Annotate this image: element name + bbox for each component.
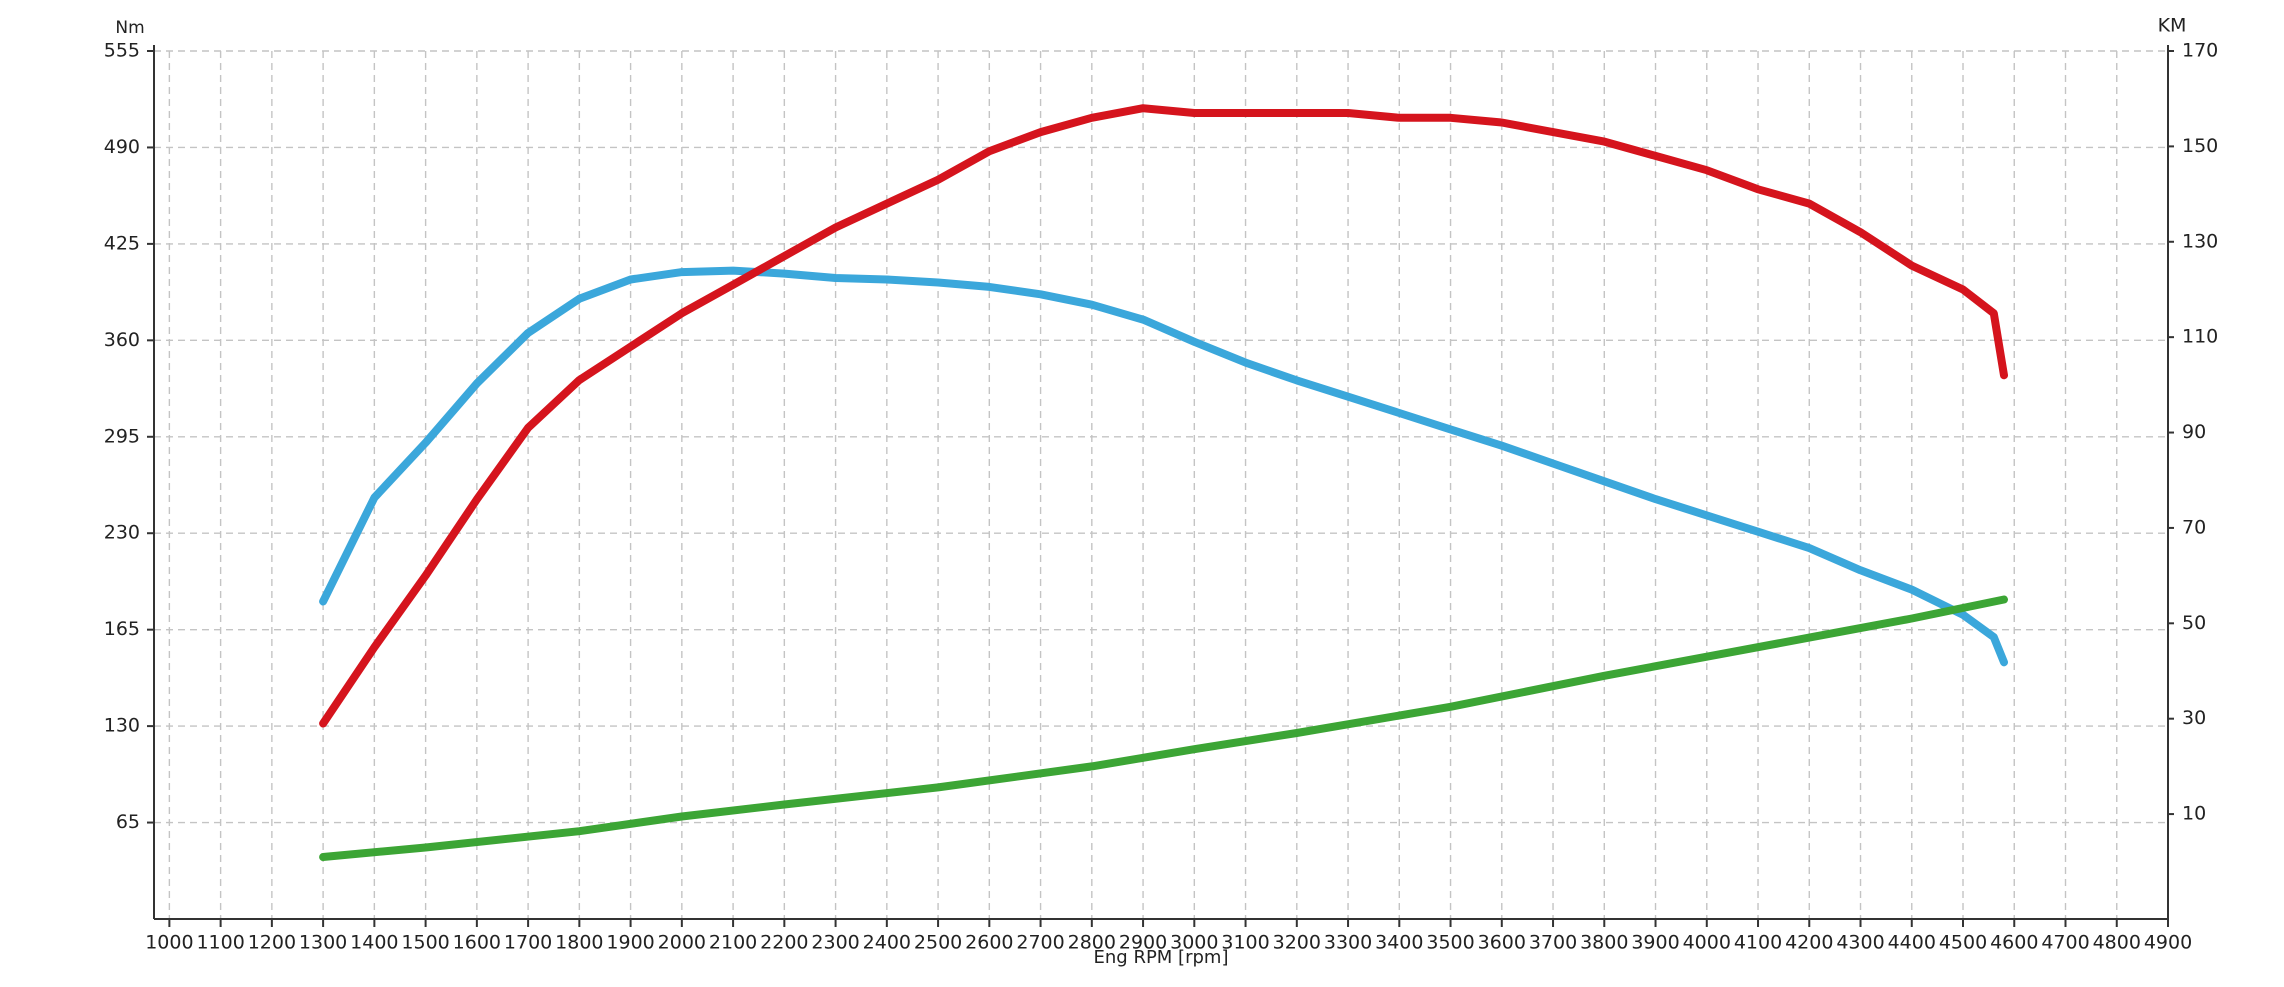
x-tick-label: 3200 — [1273, 932, 1321, 954]
x-tick-label: 4400 — [1888, 932, 1936, 954]
x-tick-label: 1900 — [606, 932, 654, 954]
y-axis-title: Nm — [115, 18, 144, 38]
series-line — [319, 266, 2008, 667]
x-tick-label: 4800 — [2093, 932, 2141, 954]
y-tick-label: 130 — [104, 715, 140, 737]
y2-tick-label: 170 — [2182, 40, 2218, 62]
x-tick-label: 2600 — [965, 932, 1013, 954]
y-tick-label: 425 — [104, 232, 140, 254]
x-tick-label: 3500 — [1426, 932, 1474, 954]
y2-tick-label: 90 — [2182, 421, 2206, 443]
x-tick-label: 2700 — [1016, 932, 1064, 954]
x-tick-label: 3100 — [1221, 932, 1269, 954]
x-tick-label: 1600 — [453, 932, 501, 954]
y2-tick-label: 110 — [2182, 326, 2218, 348]
x-tick-label: 1000 — [145, 932, 193, 954]
x-tick-label: 2400 — [863, 932, 911, 954]
x-tick-label: 4200 — [1785, 932, 1833, 954]
x-tick-label: 3900 — [1631, 932, 1679, 954]
y2-tick-label: 10 — [2182, 803, 2206, 825]
x-tick-label: 1800 — [555, 932, 603, 954]
x-tick-label: 4100 — [1734, 932, 1782, 954]
x-tick-label: 2200 — [760, 932, 808, 954]
y-tick-label: 295 — [104, 425, 140, 447]
y2-tick-label: 50 — [2182, 612, 2206, 634]
x-tick-label: 1300 — [299, 932, 347, 954]
y-tick-label: 490 — [104, 136, 140, 158]
y2-tick-label: 150 — [2182, 135, 2218, 157]
x-tick-label: 4300 — [1836, 932, 1884, 954]
x-tick-label: 4500 — [1939, 932, 1987, 954]
x-tick-label: 3700 — [1529, 932, 1577, 954]
y2-tick-label: 30 — [2182, 707, 2206, 729]
y-tick-label: 360 — [104, 329, 140, 351]
y2-tick-label: 130 — [2182, 230, 2218, 252]
x-tick-label: 1700 — [504, 932, 552, 954]
series-line — [319, 104, 2008, 728]
x-tick-label: 2900 — [1119, 932, 1167, 954]
x-tick-label: 4900 — [2144, 932, 2192, 954]
series-line — [319, 595, 2008, 861]
x-tick-label: 1200 — [248, 932, 296, 954]
x-tick-label: 3600 — [1478, 932, 1526, 954]
y-tick-label: 230 — [104, 522, 140, 544]
y-tick-label: 165 — [104, 618, 140, 640]
x-tick-label: 2300 — [811, 932, 859, 954]
x-tick-label: 2100 — [709, 932, 757, 954]
y2-tick-label: 70 — [2182, 516, 2206, 538]
y-tick-label: 555 — [104, 40, 140, 62]
x-tick-label: 2500 — [914, 932, 962, 954]
x-tick-label: 1400 — [350, 932, 398, 954]
x-tick-label: 3000 — [1170, 932, 1218, 954]
y2-axis-title: KM — [2158, 15, 2187, 37]
x-tick-label: 2000 — [658, 932, 706, 954]
x-tick-label: 4000 — [1683, 932, 1731, 954]
x-tick-label: 1500 — [401, 932, 449, 954]
x-axis-title: Eng RPM [rpm] — [1094, 947, 1229, 968]
y-tick-label: 65 — [116, 811, 140, 833]
x-tick-label: 3800 — [1580, 932, 1628, 954]
x-tick-label: 4700 — [2041, 932, 2089, 954]
x-tick-label: 4600 — [1990, 932, 2038, 954]
x-tick-label: 3300 — [1324, 932, 1372, 954]
x-tick-label: 2800 — [1068, 932, 1116, 954]
x-tick-label: 3400 — [1375, 932, 1423, 954]
x-tick-label: 1100 — [196, 932, 244, 954]
